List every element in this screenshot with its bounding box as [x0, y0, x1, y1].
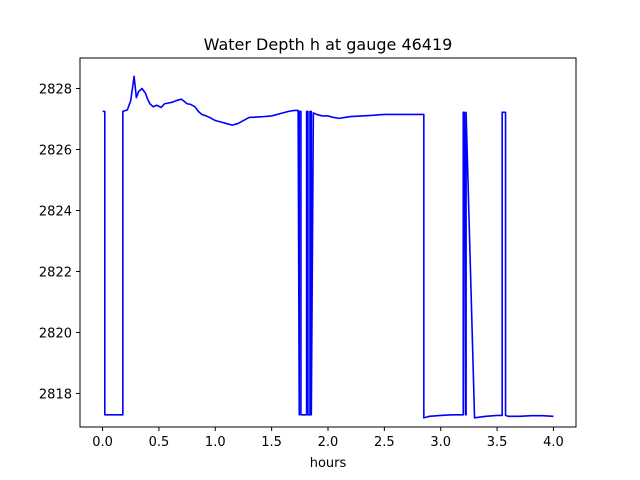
series-line-0: [102, 75, 554, 419]
x-tick-label: 2.0: [318, 435, 339, 450]
x-axis-label: hours: [310, 456, 347, 471]
y-tick-label: 2828: [39, 82, 72, 97]
x-tick-label: 1.5: [261, 435, 282, 450]
y-tick-label: 2820: [39, 326, 72, 341]
y-tick-label: 2822: [39, 265, 72, 280]
x-tick-label: 4.0: [543, 435, 564, 450]
y-tick-label: 2818: [39, 387, 72, 402]
x-tick-label: 2.5: [374, 435, 395, 450]
y-axis: 2818 2820 2822 2824 2826 2828: [39, 82, 80, 402]
x-tick-label: 0.0: [92, 435, 113, 450]
x-tick-label: 1.0: [205, 435, 226, 450]
x-tick-label: 3.5: [487, 435, 508, 450]
x-tick-label: 3.0: [430, 435, 451, 450]
chart-title: Water Depth h at gauge 46419: [204, 35, 453, 54]
y-tick-label: 2824: [39, 204, 72, 219]
x-tick-label: 0.5: [149, 435, 170, 450]
x-axis: 0.0 0.5 1.0 1.5 2.0 2.5 3.0 3.5 4.0: [92, 427, 564, 450]
plot-area: [79, 57, 577, 428]
y-tick-label: 2826: [39, 143, 72, 158]
